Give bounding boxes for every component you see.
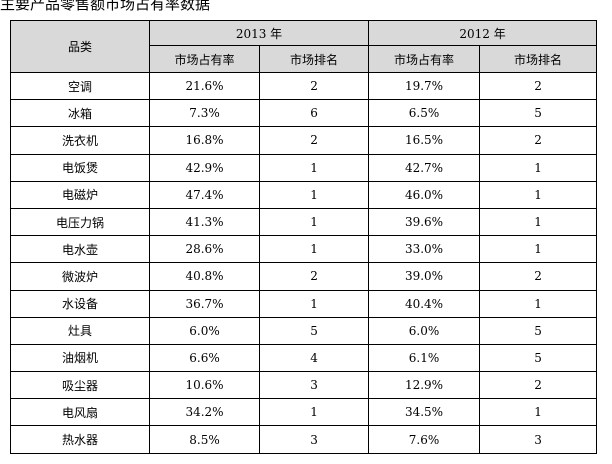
- share-2012-cell: 6.5%: [368, 99, 481, 128]
- share-2012-cell: 6.1%: [368, 343, 481, 373]
- rank-2012-cell: 2: [479, 371, 598, 400]
- table-row: 洗衣机 16.8% 2 16.5% 2: [10, 126, 598, 155]
- header-row-metrics: 市场占有率 市场排名 市场占有率 市场排名: [11, 45, 598, 73]
- table-body: 空调 21.6% 2 19.7% 2 冰箱 7.3% 6 6.5% 5 洗衣机 16.8% 2 16.5%…: [10, 71, 598, 454]
- rank-2012-cell: 2: [479, 71, 598, 101]
- share-2012-cell: 39.6%: [368, 207, 481, 237]
- category-cell: 空调: [10, 71, 150, 101]
- category-cell: 油烟机: [10, 343, 150, 373]
- rank-2012-cell: 5: [479, 316, 598, 345]
- category-cell: 电饭煲: [10, 153, 150, 182]
- rank-2013-header: 市场排名: [258, 45, 370, 73]
- table-header: 品类 2013 年 2012 年 市场占有率 市场排名 市场占有率 市场排名: [10, 20, 598, 73]
- rank-2013-cell: 1: [258, 289, 370, 318]
- share-2012-cell: 19.7%: [368, 71, 481, 101]
- rank-2013-cell: 3: [258, 371, 370, 400]
- share-2013-cell: 21.6%: [149, 71, 260, 101]
- category-cell: 热水器: [10, 425, 150, 454]
- category-cell: 电水壶: [10, 235, 150, 264]
- share-2012-cell: 39.0%: [368, 262, 481, 291]
- share-2013-cell: 41.3%: [149, 207, 260, 237]
- share-2013-cell: 34.2%: [149, 398, 260, 427]
- table-row: 灶具 6.0% 5 6.0% 5: [10, 316, 598, 345]
- rank-2013-cell: 1: [258, 153, 370, 182]
- category-cell: 洗衣机: [10, 126, 150, 155]
- share-2013-cell: 36.7%: [149, 289, 260, 318]
- table-row: 微波炉 40.8% 2 39.0% 2: [10, 262, 598, 291]
- rank-2013-cell: 1: [258, 180, 370, 209]
- share-2013-cell: 42.9%: [149, 153, 260, 182]
- table-row: 热水器 8.5% 3 7.6% 3: [10, 425, 598, 454]
- share-2013-cell: 8.5%: [149, 425, 260, 454]
- share-2012-cell: 16.5%: [368, 126, 481, 155]
- rank-2013-cell: 3: [258, 425, 370, 454]
- table-row: 电压力锅 41.3% 1 39.6% 1: [10, 207, 598, 237]
- category-cell: 吸尘器: [10, 371, 150, 400]
- share-2013-cell: 6.6%: [149, 343, 260, 373]
- share-2012-cell: 33.0%: [368, 235, 481, 264]
- year-2012-header: 2012 年: [368, 20, 598, 46]
- rank-2012-cell: 1: [479, 289, 598, 318]
- table-row: 吸尘器 10.6% 3 12.9% 2: [10, 371, 598, 400]
- table-row: 油烟机 6.6% 4 6.1% 5: [10, 343, 598, 373]
- rank-2012-cell: 5: [479, 99, 598, 128]
- rank-2012-cell: 2: [479, 262, 598, 291]
- rank-2012-cell: 1: [479, 180, 598, 209]
- rank-2012-cell: 3: [479, 425, 598, 454]
- category-cell: 冰箱: [10, 99, 150, 128]
- rank-2013-cell: 2: [258, 126, 370, 155]
- share-2013-cell: 16.8%: [149, 126, 260, 155]
- table-title: 主要产品零售额市场占有率数据: [0, 0, 211, 13]
- rank-2012-cell: 2: [479, 126, 598, 155]
- rank-2012-cell: 1: [479, 153, 598, 182]
- category-cell: 微波炉: [10, 262, 150, 291]
- share-2013-cell: 7.3%: [149, 99, 260, 128]
- category-cell: 灶具: [10, 316, 150, 345]
- table-row: 电饭煲 42.9% 1 42.7% 1: [10, 153, 598, 182]
- rank-2012-cell: 1: [479, 398, 598, 427]
- rank-2013-cell: 5: [258, 316, 370, 345]
- share-2013-cell: 6.0%: [149, 316, 260, 345]
- share-2013-cell: 47.4%: [149, 180, 260, 209]
- share-2013-header: 市场占有率: [149, 45, 260, 73]
- rank-2013-cell: 2: [258, 71, 370, 101]
- rank-2013-cell: 1: [258, 207, 370, 237]
- rank-2013-cell: 4: [258, 343, 370, 373]
- category-cell: 电压力锅: [10, 207, 150, 237]
- rank-2012-cell: 5: [479, 343, 598, 373]
- table-row: 电水壶 28.6% 1 33.0% 1: [10, 235, 598, 264]
- share-2012-cell: 34.5%: [368, 398, 481, 427]
- year-2013-header: 2013 年: [148, 20, 370, 46]
- header-row-years: 品类 2013 年 2012 年: [10, 20, 598, 73]
- rank-2012-header: 市场排名: [479, 45, 598, 73]
- share-2013-cell: 10.6%: [149, 371, 260, 400]
- rank-2013-cell: 6: [258, 99, 370, 128]
- table-row: 空调 21.6% 2 19.7% 2: [10, 71, 598, 101]
- rank-2013-cell: 1: [258, 398, 370, 427]
- rank-2012-cell: 1: [479, 207, 598, 237]
- table-row: 水设备 36.7% 1 40.4% 1: [10, 289, 598, 318]
- share-2012-cell: 7.6%: [368, 425, 481, 454]
- share-2012-cell: 46.0%: [368, 180, 481, 209]
- table-row: 电风扇 34.2% 1 34.5% 1: [10, 398, 598, 427]
- rank-2012-cell: 1: [479, 235, 598, 264]
- table-row: 冰箱 7.3% 6 6.5% 5: [10, 99, 598, 128]
- rank-2013-cell: 2: [258, 262, 370, 291]
- category-cell: 电磁炉: [10, 180, 150, 209]
- share-2012-cell: 40.4%: [368, 289, 481, 318]
- rank-2013-cell: 1: [258, 235, 370, 264]
- share-2013-cell: 28.6%: [149, 235, 260, 264]
- market-share-table: 品类 2013 年 2012 年 市场占有率 市场排名 市场占有率 市场排名 空…: [10, 20, 598, 454]
- share-2012-cell: 6.0%: [368, 316, 481, 345]
- share-2012-header: 市场占有率: [368, 45, 481, 73]
- share-2012-cell: 12.9%: [368, 371, 481, 400]
- category-cell: 电风扇: [10, 398, 150, 427]
- category-cell: 水设备: [10, 289, 150, 318]
- table-row: 电磁炉 47.4% 1 46.0% 1: [10, 180, 598, 209]
- share-2013-cell: 40.8%: [149, 262, 260, 291]
- share-2012-cell: 42.7%: [368, 153, 481, 182]
- category-header: 品类: [10, 20, 150, 73]
